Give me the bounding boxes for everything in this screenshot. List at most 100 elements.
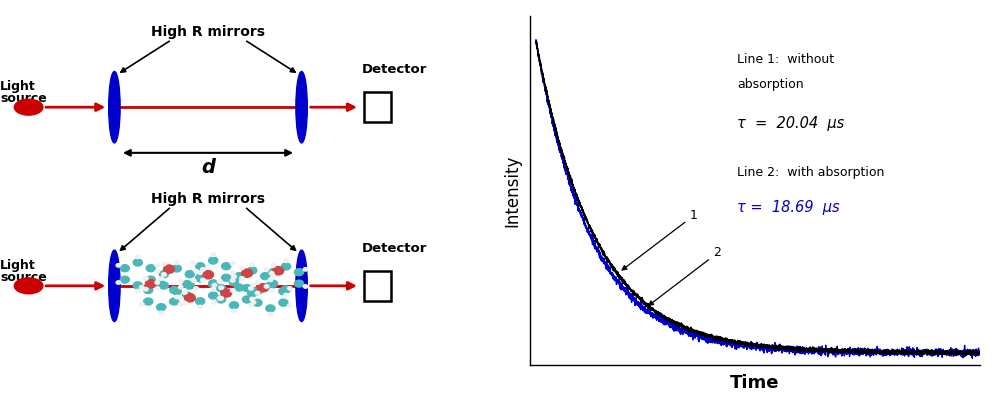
Ellipse shape (209, 280, 218, 287)
Ellipse shape (253, 299, 262, 306)
Ellipse shape (196, 298, 205, 305)
Ellipse shape (145, 279, 156, 288)
Ellipse shape (159, 282, 168, 289)
Ellipse shape (175, 261, 179, 264)
Ellipse shape (155, 270, 160, 273)
Ellipse shape (143, 287, 148, 291)
Ellipse shape (157, 304, 166, 311)
Ellipse shape (273, 267, 284, 275)
Ellipse shape (209, 257, 218, 264)
Ellipse shape (269, 272, 274, 275)
Ellipse shape (143, 277, 148, 280)
Ellipse shape (185, 282, 194, 289)
Ellipse shape (250, 263, 254, 266)
Text: absorption: absorption (737, 78, 804, 91)
Ellipse shape (281, 286, 291, 293)
Ellipse shape (264, 285, 269, 288)
Ellipse shape (155, 287, 160, 290)
Ellipse shape (172, 265, 181, 272)
Ellipse shape (230, 289, 235, 292)
Ellipse shape (170, 298, 179, 305)
Ellipse shape (194, 270, 199, 273)
Ellipse shape (209, 292, 218, 299)
Ellipse shape (178, 279, 183, 283)
Y-axis label: Intensity: Intensity (504, 154, 522, 227)
Ellipse shape (159, 271, 168, 278)
Ellipse shape (196, 275, 205, 282)
Ellipse shape (261, 273, 270, 279)
Ellipse shape (248, 267, 257, 274)
Ellipse shape (257, 283, 268, 292)
Ellipse shape (211, 253, 215, 256)
Ellipse shape (249, 287, 253, 290)
Ellipse shape (178, 285, 183, 289)
Ellipse shape (219, 297, 223, 300)
Ellipse shape (230, 272, 235, 275)
Ellipse shape (230, 279, 235, 282)
Ellipse shape (268, 269, 278, 276)
Text: τ  =  20.04  μs: τ = 20.04 μs (737, 116, 844, 131)
Ellipse shape (116, 281, 121, 284)
Ellipse shape (116, 264, 121, 267)
Ellipse shape (296, 250, 307, 322)
Ellipse shape (240, 277, 244, 280)
Ellipse shape (212, 283, 217, 287)
Ellipse shape (164, 265, 174, 273)
Ellipse shape (191, 279, 196, 282)
Ellipse shape (251, 301, 256, 304)
Ellipse shape (271, 264, 275, 267)
Bar (364, 93, 391, 122)
Ellipse shape (296, 71, 307, 143)
X-axis label: Time: Time (730, 374, 780, 391)
Ellipse shape (255, 291, 260, 295)
Ellipse shape (175, 295, 179, 299)
Ellipse shape (235, 284, 244, 291)
Ellipse shape (194, 287, 199, 290)
Ellipse shape (133, 282, 142, 289)
Text: τ =  18.69  μs: τ = 18.69 μs (737, 200, 840, 215)
Ellipse shape (268, 312, 273, 316)
Ellipse shape (216, 285, 226, 291)
Ellipse shape (139, 285, 144, 289)
Ellipse shape (229, 279, 239, 286)
Ellipse shape (221, 289, 232, 297)
Ellipse shape (288, 287, 292, 290)
Ellipse shape (162, 273, 166, 276)
Ellipse shape (284, 259, 288, 262)
Ellipse shape (178, 303, 183, 306)
Ellipse shape (178, 297, 183, 300)
Ellipse shape (229, 302, 239, 309)
Ellipse shape (303, 285, 308, 288)
Ellipse shape (222, 263, 231, 270)
Ellipse shape (172, 288, 181, 295)
Text: Light: Light (0, 80, 36, 93)
Ellipse shape (196, 263, 205, 270)
Ellipse shape (14, 278, 43, 294)
Ellipse shape (144, 298, 153, 305)
Ellipse shape (155, 264, 160, 267)
Text: High R mirrors: High R mirrors (151, 25, 265, 39)
Text: High R mirrors: High R mirrors (151, 191, 265, 206)
Ellipse shape (120, 276, 129, 283)
Ellipse shape (136, 255, 140, 258)
Ellipse shape (232, 275, 236, 278)
Ellipse shape (185, 271, 194, 278)
Ellipse shape (264, 268, 269, 271)
Ellipse shape (159, 277, 163, 280)
Text: 2: 2 (649, 247, 721, 305)
Ellipse shape (182, 291, 187, 294)
Ellipse shape (196, 274, 205, 281)
Ellipse shape (212, 301, 217, 304)
Text: Line 2:  with absorption: Line 2: with absorption (737, 166, 885, 179)
Ellipse shape (159, 311, 163, 315)
Ellipse shape (222, 274, 231, 281)
Ellipse shape (211, 287, 215, 291)
Ellipse shape (266, 305, 275, 312)
Ellipse shape (242, 285, 252, 291)
Ellipse shape (261, 284, 270, 291)
Ellipse shape (294, 280, 304, 287)
Ellipse shape (268, 278, 273, 281)
Ellipse shape (146, 276, 155, 283)
Ellipse shape (183, 292, 192, 299)
Ellipse shape (155, 281, 160, 284)
